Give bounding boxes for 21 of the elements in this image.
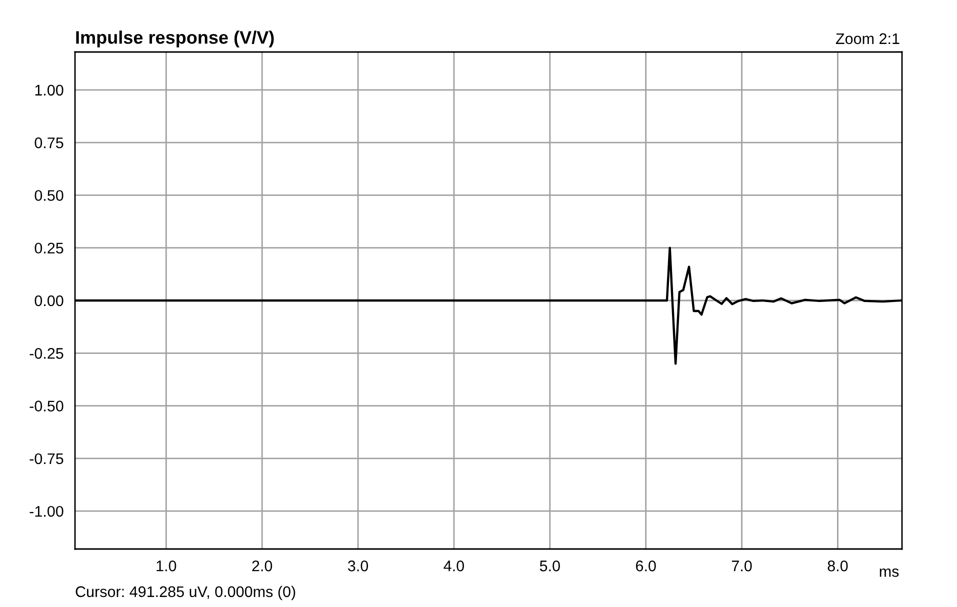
y-tick-label: -0.25 bbox=[30, 348, 64, 359]
y-tick-label: -0.50 bbox=[30, 400, 64, 412]
y-tick-label: -1.00 bbox=[30, 506, 64, 517]
y-tick-label: 0.50 bbox=[34, 190, 64, 201]
x-tick-label: 7.0 bbox=[732, 560, 752, 572]
x-tick-label: 6.0 bbox=[636, 560, 656, 572]
chart-title: Impulse response (V/V) bbox=[76, 30, 274, 48]
x-tick-label: 4.0 bbox=[444, 560, 464, 572]
x-tick-label: 8.0 bbox=[828, 560, 848, 572]
x-tick-label: 2.0 bbox=[252, 560, 272, 572]
x-tick-label: 3.0 bbox=[348, 560, 368, 572]
text: Zoom 2:1 bbox=[836, 33, 900, 44]
y-tick-label: 1.00 bbox=[35, 84, 64, 96]
y-tick-label: 0.75 bbox=[34, 137, 64, 148]
y-tick-label: -0.75 bbox=[30, 453, 64, 464]
x-tick-label: 1.0 bbox=[156, 560, 176, 572]
x-tick-label: 5.0 bbox=[540, 560, 560, 572]
y-tick-label: 0.25 bbox=[34, 242, 64, 254]
y-tick-label: 0.00 bbox=[34, 295, 64, 306]
text: Cursor: 491.285 uV, 0.000ms (0) bbox=[76, 586, 296, 600]
x-axis-title: ms bbox=[880, 568, 899, 577]
